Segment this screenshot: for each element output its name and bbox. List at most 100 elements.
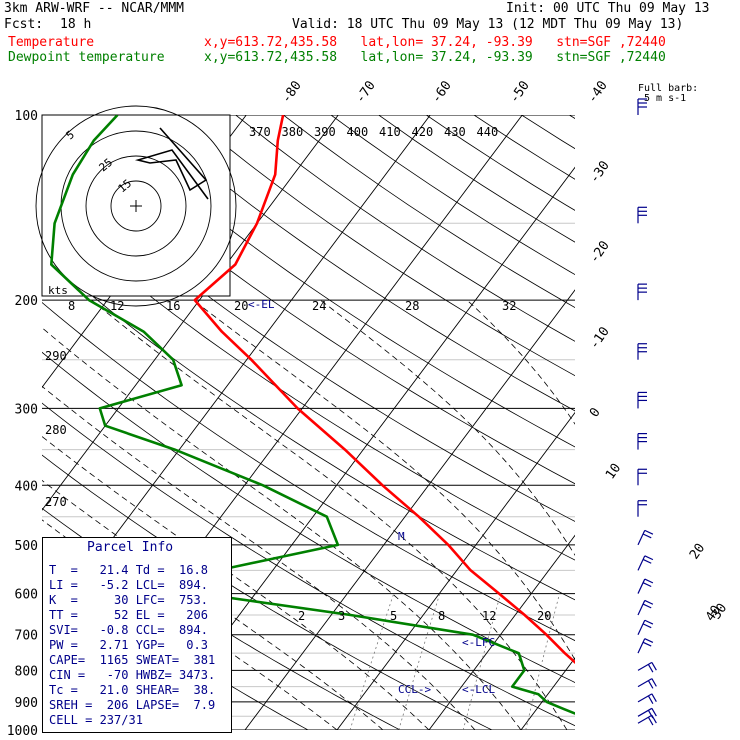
dewpoint-legend: Dewpoint temperature <box>8 50 165 65</box>
pressure-tick-label: 500 <box>15 539 38 554</box>
wind-barb-staff <box>637 578 646 594</box>
parcel-row: Tc = 21.0 SHEAR= 38. <box>49 683 216 697</box>
init-time: Init: 00 UTC Thu 09 May 13 <box>506 1 710 16</box>
wind-barb-staff <box>637 555 646 571</box>
wind-barb-flag <box>644 529 654 535</box>
wind-barb <box>637 555 654 571</box>
isotherm-line <box>336 411 575 730</box>
wind-barb <box>637 500 647 517</box>
pressure-tick-label: 700 <box>15 629 38 644</box>
profile-series <box>49 115 575 715</box>
wind-barb <box>637 714 657 726</box>
pressure-tick-label: 600 <box>15 588 38 603</box>
wind-barb <box>637 678 657 689</box>
el-annotation: <-EL <box>248 298 275 311</box>
theta-label: 430 <box>444 125 466 139</box>
moist-adiabat <box>42 385 476 730</box>
isotherm-label: 30 <box>709 601 730 622</box>
fcst-label: Fcst: <box>4 17 44 32</box>
wind-barb-flag <box>647 695 654 704</box>
wind-legend-title: Full barb: <box>638 83 699 94</box>
isotherm-label: 10 <box>603 461 624 482</box>
isotherm-label: 20 <box>687 541 708 562</box>
wind-barb-staff <box>637 714 653 724</box>
theta-label: 440 <box>477 125 499 139</box>
dewpoint-location: x,y=613.72,435.58 lat,lon= 37.24, -93.39… <box>204 50 666 65</box>
wind-barb-staff <box>637 693 653 703</box>
parcel-info-panel: Parcel Info T = 21.4 Td = 16.8 LI = -5.2… <box>42 537 232 733</box>
pressure-tick-label: 900 <box>15 696 38 711</box>
mixing-ratio-label: 8 <box>68 299 75 313</box>
theta-label: 380 <box>282 125 304 139</box>
mixing-ratio-label: 32 <box>502 299 516 313</box>
moist-adiabat <box>466 299 575 425</box>
wind-barb <box>637 98 647 115</box>
wind-barb-staff <box>637 707 653 717</box>
wind-barb-flag <box>644 638 654 644</box>
isotherm-label: -60 <box>429 78 455 106</box>
theta-label: 290 <box>45 349 67 363</box>
wind-barb-flag <box>647 680 654 689</box>
wind-barb-flag <box>644 619 654 625</box>
wind-barbs <box>637 98 657 726</box>
wind-barb-flag <box>642 533 652 539</box>
isotherm-label: -70 <box>353 78 379 106</box>
hodograph-trace <box>134 127 209 200</box>
hodograph-ring <box>35 105 237 307</box>
mixing-ratio-label: 24 <box>312 299 326 313</box>
wind-barb-staff <box>637 600 646 616</box>
parcel-info-title: Parcel Info <box>87 540 174 555</box>
wind-barb <box>637 707 657 719</box>
dry-adiabat <box>42 253 575 601</box>
theta-label: 420 <box>412 125 434 139</box>
wind-barb <box>637 529 654 546</box>
mixing-ratio-label: 28 <box>405 299 419 313</box>
wind-barb <box>637 283 647 301</box>
mixing-ratio-label: 3 <box>338 609 345 623</box>
parcel-row: SREH = 206 LAPSE= 7.9 <box>49 698 216 712</box>
lfc-annotation: <-LFC <box>462 636 496 649</box>
hodograph-ring <box>110 180 162 232</box>
wind-barb <box>637 468 647 486</box>
wind-barb-staff <box>637 638 646 654</box>
pressure-tick-label: 400 <box>15 479 38 494</box>
wind-barb-flag <box>651 714 657 724</box>
isotherm-label: 0 <box>587 405 604 420</box>
wind-barb-flag <box>642 623 652 629</box>
wind-barb-staff <box>637 661 653 671</box>
theta-label: 280 <box>45 423 67 437</box>
isotherm-label: -50 <box>507 78 533 106</box>
wind-barb-staff <box>637 530 646 546</box>
isotherm-line <box>244 289 575 730</box>
mixing-ratio-label: 20 <box>234 299 248 313</box>
dry-adiabat <box>140 115 575 412</box>
dry-adiabat <box>569 115 575 119</box>
wind-barb-flag <box>651 678 657 687</box>
m-annotation: M <box>398 530 405 543</box>
ccl-annotation: CCL-> <box>398 683 432 696</box>
model-title: 3km ARW-WRF -- NCAR/MMM <box>4 1 185 16</box>
dry-adiabat <box>42 351 575 683</box>
mixing-ratio-label: 12 <box>110 299 124 313</box>
parcel-row: K = 30 LFC= 753. <box>49 593 208 607</box>
mixing-ratio-line <box>462 593 502 730</box>
wind-barb-staff <box>637 619 646 635</box>
parcel-row: PW = 2.71 YGP= 0.3 <box>49 638 208 652</box>
isotherm-label: -10 <box>587 324 613 352</box>
dewpoint-line <box>49 115 575 715</box>
pressure-tick-label: 1000 <box>7 724 38 739</box>
dry-adiabat <box>521 115 575 150</box>
wind-barb-flag <box>644 555 654 561</box>
moist-adiabat <box>91 299 568 730</box>
pressure-tick-label: 200 <box>15 294 38 309</box>
isotherm-label: -30 <box>587 158 613 186</box>
dry-adiabat <box>42 157 575 522</box>
wind-barb <box>637 433 647 450</box>
fcst-value: 18 h <box>60 17 92 32</box>
wind-barb <box>637 578 654 594</box>
wind-barb-flag <box>642 558 652 564</box>
hodograph-unit-label: kts <box>48 284 68 297</box>
valid-time: Valid: 18 UTC Thu 09 May 13 (12 MDT Thu … <box>292 17 684 32</box>
theta-label: 410 <box>379 125 401 139</box>
wind-barb-flag <box>647 716 654 726</box>
